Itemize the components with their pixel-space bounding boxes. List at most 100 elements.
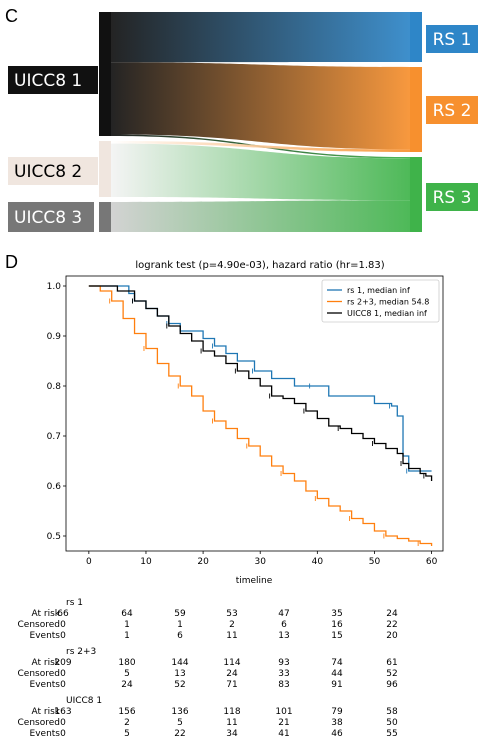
- risk-cell: 5: [177, 718, 183, 728]
- y-tick-label: 0.5: [47, 532, 61, 542]
- risk-cell: 0: [60, 631, 66, 641]
- risk-group-title: rs 1: [66, 598, 83, 608]
- y-tick-label: 0.8: [47, 382, 62, 392]
- y-tick-label: 0.6: [47, 482, 62, 492]
- sankey-flow-uicc8-3-to-rs-3: [111, 200, 410, 232]
- sankey-labels: UICC8 1 UICC8 2 UICC8 3 RS 1 RS 2 RS 3: [8, 25, 478, 232]
- risk-cell: 0: [60, 669, 66, 679]
- risk-cell: 0: [60, 620, 66, 630]
- risk-cell: 66: [57, 609, 69, 619]
- sankey-node-right-1: [410, 12, 422, 62]
- risk-cell: 93: [278, 658, 290, 668]
- risk-cell: 16: [331, 620, 343, 630]
- risk-cell: 0: [60, 718, 66, 728]
- risk-cell: 13: [174, 669, 186, 679]
- risk-table: rs 1 At risk 66 64 59 53 47 35 24 Censored 0 1 1 2 6 16…: [0, 598, 481, 745]
- risk-cell: 24: [226, 669, 238, 679]
- panel-letter-c: C: [5, 6, 18, 26]
- risk-row-label: At risk: [31, 609, 61, 619]
- x-tick-label: 20: [197, 557, 209, 567]
- panel-letter-d: D: [5, 252, 18, 272]
- risk-cell: 180: [118, 658, 136, 668]
- risk-cell: 0: [60, 729, 66, 739]
- sankey-nodes: [99, 12, 422, 232]
- risk-cell: 38: [331, 718, 343, 728]
- sankey-label-left-1: UICC8 1: [14, 71, 82, 91]
- risk-cell: 44: [331, 669, 343, 679]
- risk-cell: 11: [226, 718, 238, 728]
- risk-cell: 59: [174, 609, 186, 619]
- risk-cell: 136: [171, 707, 189, 717]
- risk-cell: 83: [278, 680, 290, 690]
- risk-cell: 209: [54, 658, 72, 668]
- risk-cell: 1: [124, 631, 130, 641]
- risk-cell: 1: [124, 620, 130, 630]
- km-panel: D logrank test (p=4.90e-03), hazard rati…: [0, 250, 481, 595]
- x-tick-label: 40: [312, 557, 324, 567]
- sankey-flow-uicc8-2-to-rs-3: [111, 143, 410, 201]
- risk-cell: 52: [174, 680, 186, 690]
- risk-row-label: Events: [29, 680, 60, 690]
- risk-cell: 50: [386, 718, 398, 728]
- sankey-flows: [111, 12, 410, 232]
- sankey-label-bg-right-2: [426, 96, 478, 124]
- risk-cell: 21: [278, 718, 290, 728]
- sankey-label-right-1: RS 1: [433, 30, 472, 50]
- risk-cell: 6: [177, 631, 183, 641]
- legend-entry: rs 1, median inf: [347, 286, 410, 295]
- risk-cell: 52: [386, 669, 398, 679]
- risk-cell: 24: [121, 680, 133, 690]
- risk-cell: 6: [281, 620, 287, 630]
- risk-row-label: Censored: [17, 669, 60, 679]
- risk-cell: 11: [226, 631, 238, 641]
- sankey-node-left-3: [99, 202, 111, 232]
- risk-cell: 24: [386, 609, 398, 619]
- x-axis-label: timeline: [236, 576, 273, 586]
- survival-curve-3: [88, 285, 433, 481]
- legend-entry: rs 2+3, median 54.8: [347, 298, 429, 307]
- survival-curve-2: [88, 285, 433, 546]
- risk-cell: 47: [278, 609, 290, 619]
- risk-row-label: At risk: [31, 707, 61, 717]
- sankey-node-left-2: [99, 141, 111, 197]
- risk-cell: 33: [278, 669, 290, 679]
- risk-cell: 41: [278, 729, 290, 739]
- risk-row-label: Events: [29, 729, 60, 739]
- sankey-chart: UICC8 1 UICC8 2 UICC8 3 RS 1 RS 2 RS 3: [8, 12, 478, 232]
- risk-cell: 144: [171, 658, 189, 668]
- risk-cell: 15: [331, 631, 343, 641]
- x-tick-label: 60: [426, 557, 438, 567]
- x-tick-label: 30: [254, 557, 266, 567]
- risk-cell: 22: [174, 729, 186, 739]
- sankey-flow-uicc8-1-to-rs-2: [111, 62, 410, 150]
- sankey-node-right-3: [410, 157, 422, 232]
- legend: rs 1, median inf rs 2+3, median 54.8 UICC8…: [321, 279, 440, 323]
- sankey-label-right-2: RS 2: [433, 101, 472, 121]
- risk-row-label: At risk: [31, 658, 61, 668]
- y-tick-label: 0.7: [47, 432, 61, 442]
- risk-cell: 101: [275, 707, 293, 717]
- sankey-label-bg-right-3: [426, 183, 478, 211]
- risk-group-title: UICC8 1: [66, 696, 103, 706]
- sankey-panel: C UICC8 1 UICC8 2 UICC8 3 RS 1 RS 2 RS 3: [0, 0, 481, 245]
- risk-cell: 0: [60, 680, 66, 690]
- risk-cell: 79: [331, 707, 343, 717]
- risk-cell: 46: [331, 729, 343, 739]
- km-chart: logrank test (p=4.90e-03), hazard ratio …: [47, 260, 444, 586]
- sankey-node-left-1: [99, 12, 111, 136]
- x-tick-label: 0: [86, 557, 92, 567]
- risk-cell: 2: [124, 718, 130, 728]
- risk-cell: 74: [331, 658, 343, 668]
- legend-entry: UICC8 1, median inf: [347, 309, 427, 318]
- sankey-flow-uicc8-2-to-rs-2: [111, 141, 410, 152]
- risk-cell: 114: [223, 658, 241, 668]
- risk-row-label: Censored: [17, 718, 60, 728]
- risk-cell: 34: [226, 729, 238, 739]
- risk-cell: 118: [223, 707, 241, 717]
- y-tick-label: 1.0: [47, 282, 62, 292]
- risk-cell: 35: [331, 609, 343, 619]
- chart-title: logrank test (p=4.90e-03), hazard ratio …: [135, 260, 384, 271]
- risk-cell: 2: [229, 620, 235, 630]
- risk-cell: 13: [278, 631, 290, 641]
- risk-cell: 5: [124, 669, 130, 679]
